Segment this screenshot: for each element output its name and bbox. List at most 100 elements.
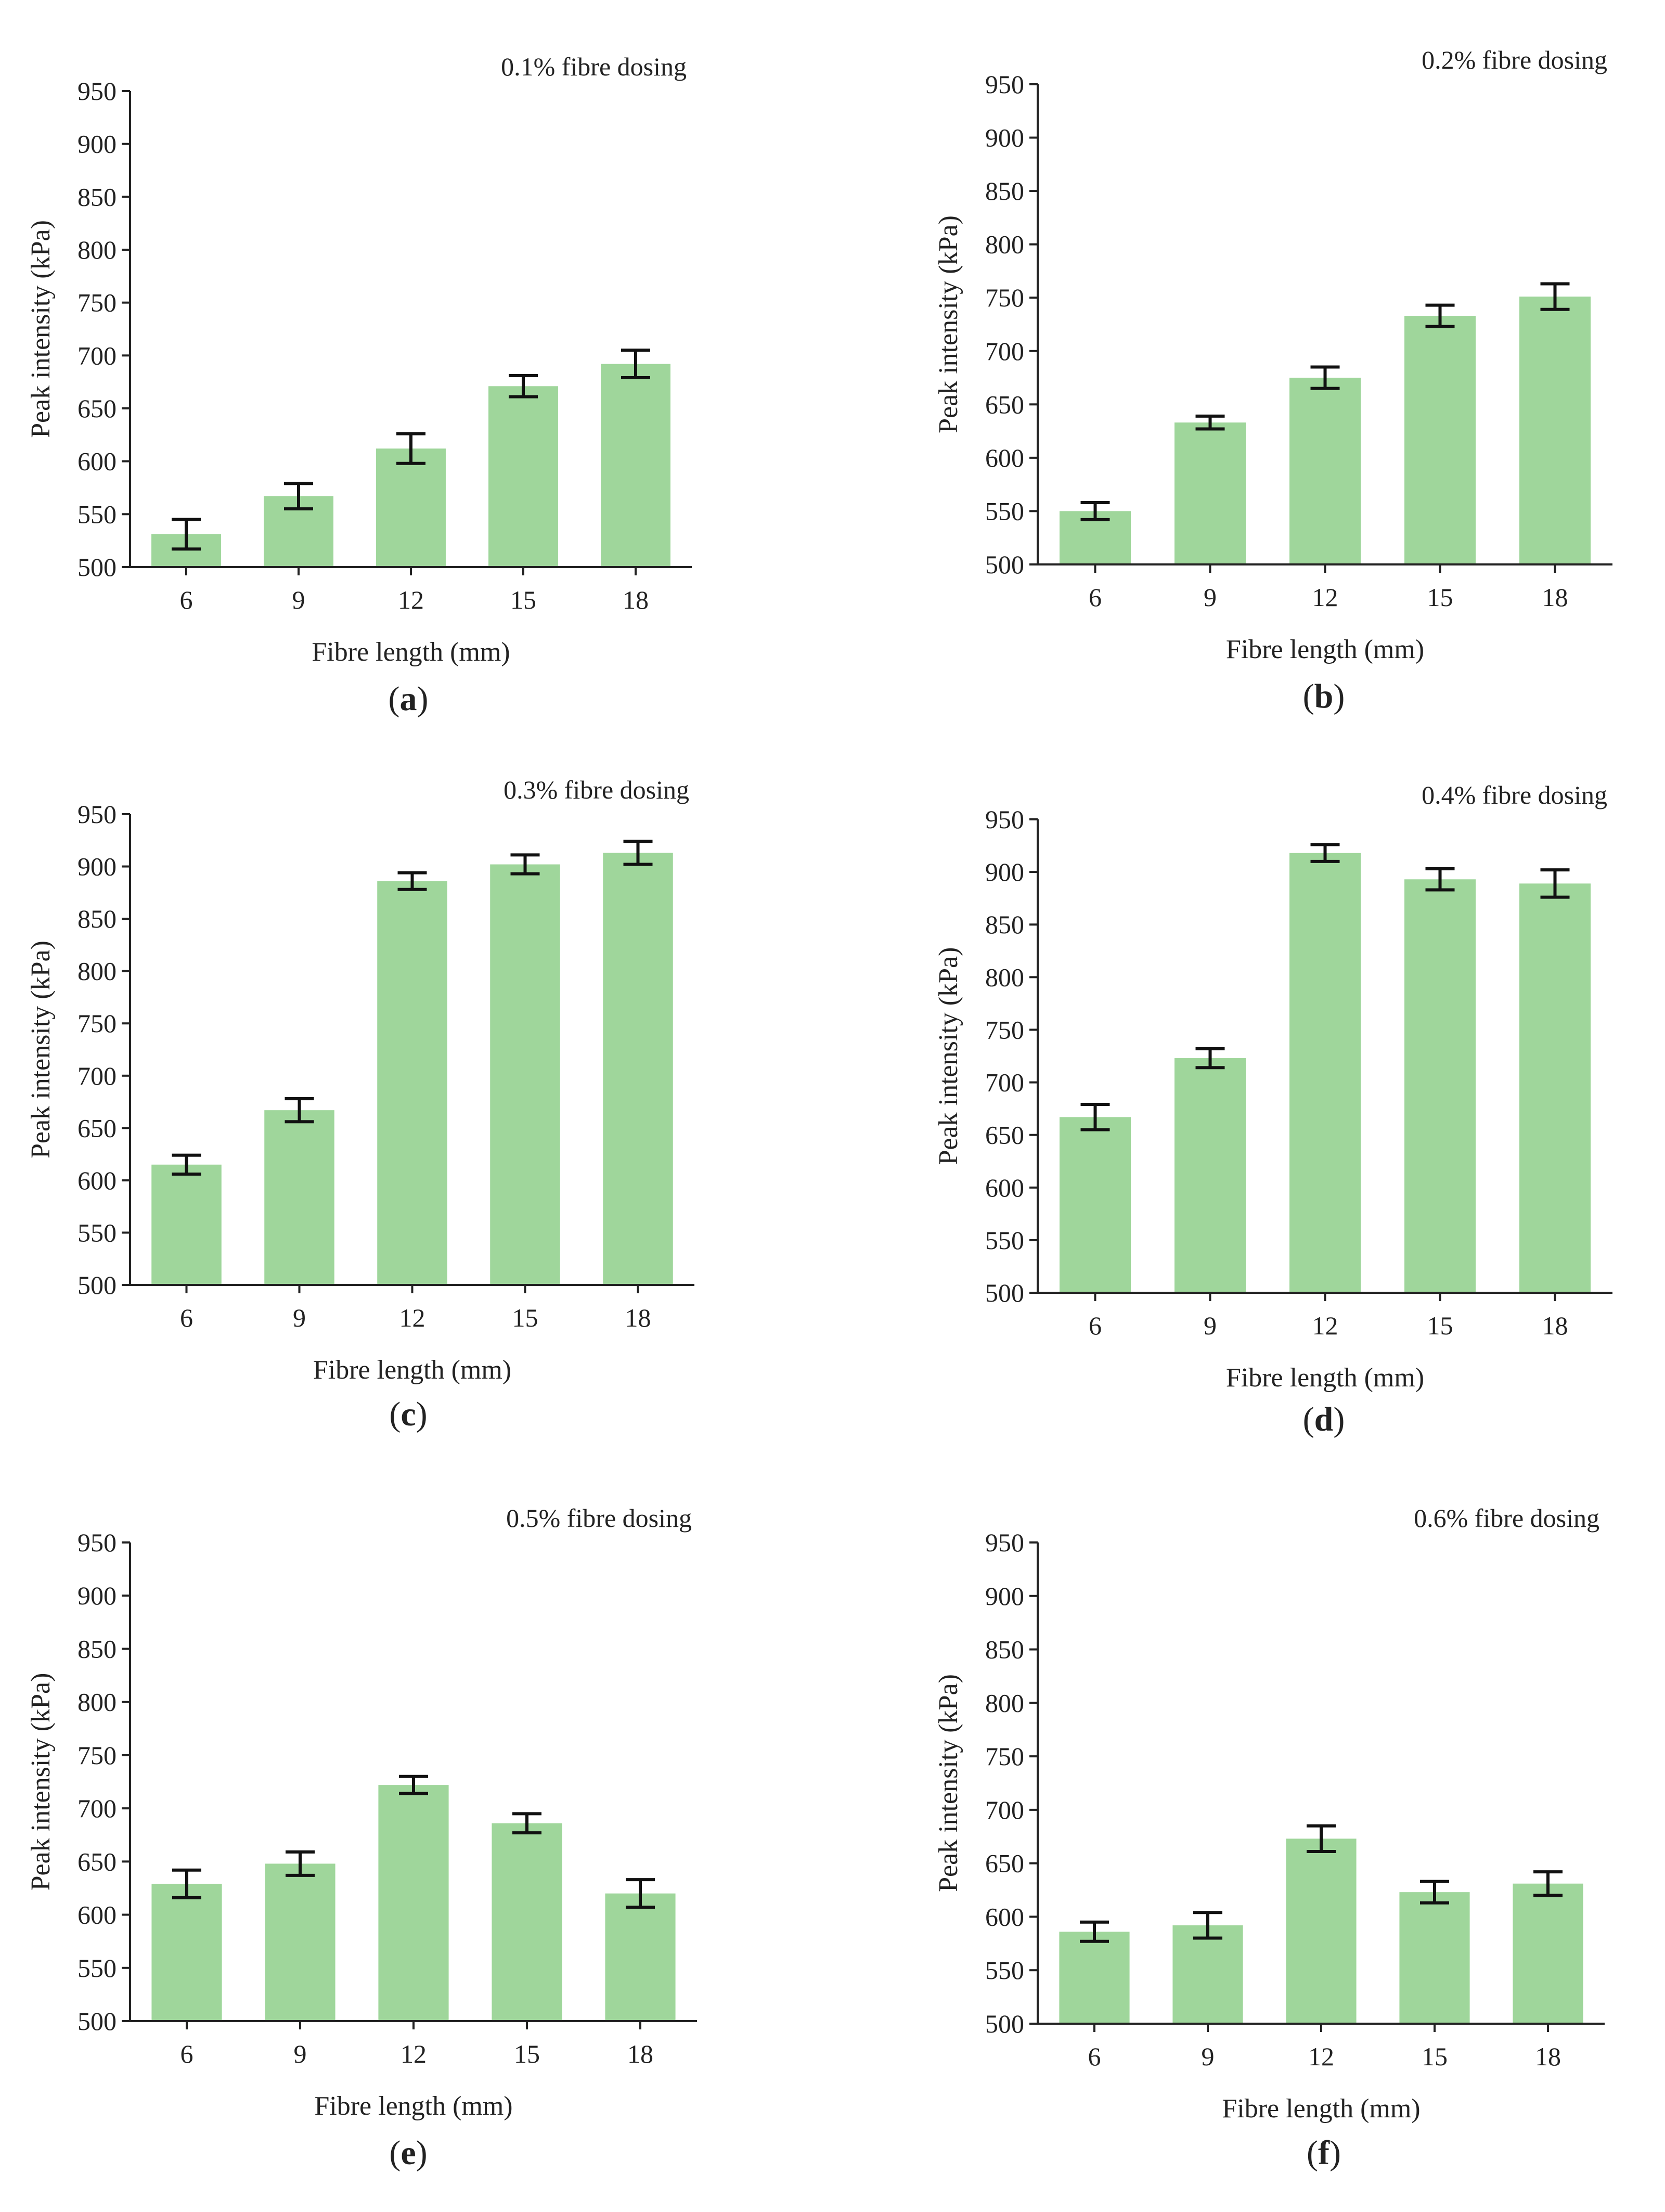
error-bar-15mm	[1425, 303, 1455, 328]
bar-15mm	[492, 1823, 562, 2021]
x-tick-label: 6	[1088, 2042, 1101, 2071]
bar-9mm	[1174, 1058, 1246, 1293]
y-tick-label: 650	[985, 390, 1024, 419]
y-tick-label: 850	[985, 1635, 1024, 1664]
panel-caption-letter: a	[400, 680, 417, 718]
y-tick-label: 950	[985, 70, 1024, 99]
y-tick-label: 500	[985, 550, 1024, 579]
bar-6mm	[151, 1164, 222, 1285]
y-tick-label: 900	[985, 1581, 1024, 1611]
bar-12mm	[1289, 853, 1361, 1293]
error-bar-6mm	[172, 1868, 201, 1899]
y-tick-label: 550	[78, 1218, 117, 1247]
error-bar-12mm	[1307, 1824, 1336, 1854]
panel-caption: (c)	[389, 1395, 427, 1433]
y-tick-label: 850	[78, 182, 117, 211]
y-tick-label: 750	[78, 288, 117, 317]
y-tick-label: 650	[985, 1121, 1024, 1150]
bar-12mm	[376, 448, 446, 567]
panel-caption: (e)	[389, 2134, 427, 2172]
error-bar-15mm	[509, 374, 538, 398]
y-tick-label: 850	[985, 910, 1024, 939]
bar-18mm	[601, 364, 670, 567]
panel-caption-close-paren: )	[416, 1395, 428, 1433]
y-tick-label: 900	[78, 852, 117, 881]
x-tick-label: 15	[1422, 2042, 1448, 2071]
bar-9mm	[264, 1110, 334, 1285]
error-bar-18mm	[626, 1878, 655, 1909]
x-axis-title: Fibre length (mm)	[1226, 635, 1424, 664]
x-tick-label: 15	[510, 585, 536, 614]
panel-caption-open-paren: (	[1303, 677, 1314, 715]
y-axis-title: Peak intensity (kPa)	[26, 220, 56, 438]
x-axis-title: Fibre length (mm)	[1226, 1363, 1424, 1393]
bar-18mm	[1519, 297, 1591, 564]
error-bar-6mm	[1080, 1920, 1109, 1943]
y-tick-label: 600	[78, 1900, 117, 1930]
x-tick-label: 6	[180, 1303, 193, 1332]
x-tick-label: 6	[1089, 1311, 1102, 1340]
y-tick-label: 700	[985, 337, 1024, 366]
y-tick-label: 700	[78, 341, 117, 370]
y-tick-label: 550	[985, 496, 1024, 525]
error-bar-6mm	[1080, 1103, 1110, 1131]
y-tick-label: 600	[985, 1902, 1024, 1931]
panel-caption-letter: e	[401, 2134, 416, 2172]
error-bar-6mm	[172, 518, 201, 551]
chart-panel-e: 500 550 600 650 700 750 800 850 900 950 6 9 12 15 18 Fi…	[26, 1503, 697, 2172]
error-bar-9mm	[284, 482, 313, 511]
y-tick-label: 750	[78, 1009, 117, 1038]
x-tick-label: 9	[293, 1303, 306, 1332]
bar-6mm	[151, 1884, 222, 2021]
y-tick-label: 900	[985, 857, 1024, 886]
bar-15mm	[1399, 1892, 1470, 2024]
bar-18mm	[605, 1893, 676, 2021]
y-tick-label: 800	[78, 235, 117, 264]
y-tick-label: 500	[78, 552, 117, 582]
y-axis-title: Peak intensity (kPa)	[934, 947, 963, 1165]
bar-12mm	[1289, 378, 1361, 564]
x-tick-label: 12	[1308, 2042, 1334, 2071]
x-tick-label: 18	[623, 585, 649, 614]
bar-6mm	[1059, 1117, 1131, 1293]
bar-15mm	[1404, 879, 1476, 1293]
chart-panel-f: 500 550 600 650 700 750 800 850 900 950 6 9 12 15 18 Fi…	[934, 1503, 1605, 2172]
y-tick-label: 800	[985, 962, 1024, 992]
error-bar-15mm	[1420, 1880, 1449, 1905]
panel-caption-open-paren: (	[389, 1395, 401, 1433]
x-axis-title: Fibre length (mm)	[313, 1355, 511, 1385]
error-bar-12mm	[1310, 365, 1340, 390]
error-bar-6mm	[172, 1153, 201, 1176]
panel-caption: (a)	[389, 680, 429, 718]
y-axis-title: Peak intensity (kPa)	[934, 1674, 963, 1892]
y-tick-label: 600	[78, 1166, 117, 1195]
y-tick-label: 700	[78, 1061, 117, 1090]
x-tick-label: 6	[180, 2039, 193, 2068]
x-tick-label: 18	[1542, 1311, 1568, 1340]
error-bar-15mm	[510, 853, 540, 876]
panel-caption-close-paren: )	[416, 2134, 428, 2172]
y-tick-label: 750	[78, 1741, 117, 1770]
error-bar-12mm	[396, 432, 425, 465]
x-tick-label: 15	[514, 2039, 540, 2068]
y-axis-title: Peak intensity (kPa)	[934, 215, 963, 433]
bar-9mm	[265, 1863, 335, 2021]
x-tick-label: 12	[1312, 583, 1338, 612]
panel-caption-close-paren: )	[1333, 1400, 1345, 1438]
y-tick-label: 750	[985, 1742, 1024, 1771]
y-tick-label: 950	[78, 800, 117, 829]
y-tick-label: 800	[985, 1688, 1024, 1717]
error-bar-9mm	[1195, 414, 1225, 431]
bar-9mm	[1174, 422, 1246, 564]
x-tick-label: 12	[1312, 1311, 1338, 1340]
bar-18mm	[1519, 883, 1591, 1293]
y-tick-label: 900	[78, 1581, 117, 1610]
y-tick-label: 500	[78, 1270, 117, 1300]
dosing-label: 0.2% fibre dosing	[1422, 45, 1607, 74]
y-tick-label: 700	[985, 1795, 1024, 1824]
y-tick-label: 550	[78, 1953, 117, 1983]
dosing-label: 0.4% fibre dosing	[1422, 780, 1607, 809]
panel-caption: (b)	[1303, 677, 1345, 715]
x-tick-label: 6	[180, 585, 193, 614]
chart-panel-a: 500 550 600 650 700 750 800 850 900 950 6 9 12 15 18 Fi…	[26, 52, 692, 718]
